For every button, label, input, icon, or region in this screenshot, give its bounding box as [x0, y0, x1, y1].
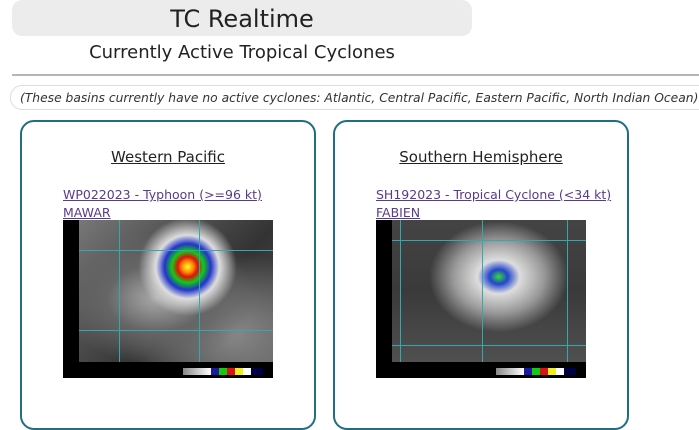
basin-heading: Western Pacific	[111, 148, 225, 166]
page-subtitle: Currently Active Tropical Cyclones	[89, 42, 395, 63]
satellite-image-mawar[interactable]	[63, 220, 273, 378]
basin-heading: Southern Hemisphere	[399, 148, 563, 166]
basin-card-southern-hemisphere: Southern Hemisphere SH192023 - Tropical …	[333, 120, 629, 430]
inactive-basins-notice: (These basins currently have no active c…	[10, 85, 699, 110]
storm-link-mawar[interactable]: WP022023 - Typhoon (>=96 kt) MAWAR	[63, 187, 262, 220]
storm-link-fabien[interactable]: SH192023 - Tropical Cyclone (<34 kt) FABI…	[376, 187, 612, 220]
satellite-image-fabien[interactable]	[376, 220, 586, 378]
page-title: TC Realtime	[12, 0, 472, 36]
basin-card-western-pacific: Western Pacific WP022023 - Typhoon (>=96…	[20, 120, 316, 430]
divider	[12, 74, 699, 76]
